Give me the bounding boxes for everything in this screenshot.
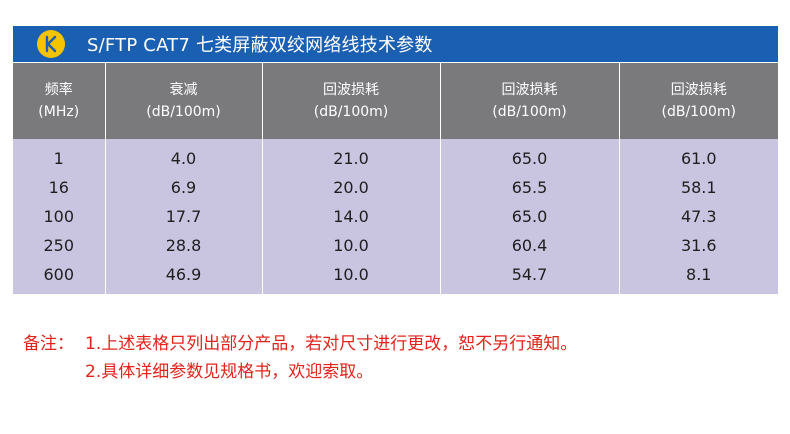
column-header-line1: 频率 (44, 82, 73, 98)
table-cell: 6.9 (104, 173, 262, 202)
table-cell: 100 (13, 202, 105, 231)
table-cell: 10.0 (261, 231, 440, 260)
note-item: 1.上述表格只列出部分产品，若对尺寸进行更改，恕不另行通知。 (85, 334, 578, 354)
table-cell: 65.0 (439, 139, 619, 173)
table-cell: 250 (13, 231, 105, 260)
table-cell: 16 (13, 173, 105, 202)
table-cell: 46.9 (104, 260, 262, 294)
column-header-return-loss: 回波损耗 (dB/100m) (261, 63, 440, 139)
column-header-line1: 回波损耗 (323, 82, 379, 98)
table-cell: 65.0 (439, 202, 619, 231)
k-logo-glyph (45, 35, 57, 53)
table-cell: 31.6 (618, 231, 778, 260)
column-header-unit: (dB/100m) (492, 104, 567, 120)
notes-label: 备注： (23, 334, 74, 354)
k-logo-icon (37, 30, 65, 58)
table-cell: 65.5 (439, 173, 619, 202)
table-cell: 28.8 (104, 231, 262, 260)
table-cell: 1 (13, 139, 105, 173)
column-header-line1: 回波损耗 (670, 82, 727, 98)
table-cell: 21.0 (261, 139, 440, 173)
column-header-unit: (dB/100m) (313, 104, 389, 120)
table-header-row: 频率 (MHz) 衰减 (dB/100m) 回波损耗 (dB/100m) 回波损耗 (d… (13, 63, 778, 139)
table-cell: 10.0 (261, 260, 440, 294)
table-cell: 600 (13, 260, 105, 294)
table-cell: 8.1 (618, 260, 778, 294)
column-header-frequency: 频率 (MHz) (13, 63, 105, 139)
note-item: 2.具体详细参数见规格书，欢迎索取。 (85, 362, 374, 382)
table-row: 1 4.0 21.0 65.0 61.0 (13, 139, 778, 173)
table-row: 250 28.8 10.0 60.4 31.6 (13, 231, 778, 260)
table-row: 600 46.9 10.0 54.7 8.1 (13, 260, 778, 294)
column-header-return-loss: 回波损耗 (dB/100m) (618, 63, 778, 139)
table-cell: 54.7 (439, 260, 619, 294)
table-row: 100 17.7 14.0 65.0 47.3 (13, 202, 778, 231)
column-header-unit: (dB/100m) (661, 104, 737, 120)
table-cell: 58.1 (618, 173, 778, 202)
table-cell: 60.4 (439, 231, 619, 260)
title-bar: S/FTP CAT7 七类屏蔽双绞网络线技术参数 (13, 26, 778, 62)
table-cell: 4.0 (104, 139, 262, 173)
table-cell: 61.0 (618, 139, 778, 173)
column-header-line1: 衰减 (169, 82, 198, 98)
table-cell: 20.0 (261, 173, 440, 202)
page-title: S/FTP CAT7 七类屏蔽双绞网络线技术参数 (87, 35, 433, 56)
column-header-unit: (dB/100m) (146, 104, 221, 120)
table-cell: 17.7 (104, 202, 262, 231)
table-row: 16 6.9 20.0 65.5 58.1 (13, 173, 778, 202)
column-header-attenuation: 衰减 (dB/100m) (104, 63, 262, 139)
column-header-line1: 回波损耗 (501, 82, 558, 98)
spec-table: 频率 (MHz) 衰减 (dB/100m) 回波损耗 (dB/100m) 回波损耗 (d… (13, 63, 778, 294)
table-cell: 14.0 (261, 202, 440, 231)
column-header-unit: (MHz) (38, 104, 80, 120)
notes-section: 备注： 1.上述表格只列出部分产品，若对尺寸进行更改，恕不另行通知。 2.具体详… (23, 330, 577, 386)
column-header-return-loss: 回波损耗 (dB/100m) (439, 63, 619, 139)
table-cell: 47.3 (618, 202, 778, 231)
note-row: 2.具体详细参数见规格书，欢迎索取。 (23, 358, 577, 386)
note-row: 备注： 1.上述表格只列出部分产品，若对尺寸进行更改，恕不另行通知。 (23, 330, 577, 358)
